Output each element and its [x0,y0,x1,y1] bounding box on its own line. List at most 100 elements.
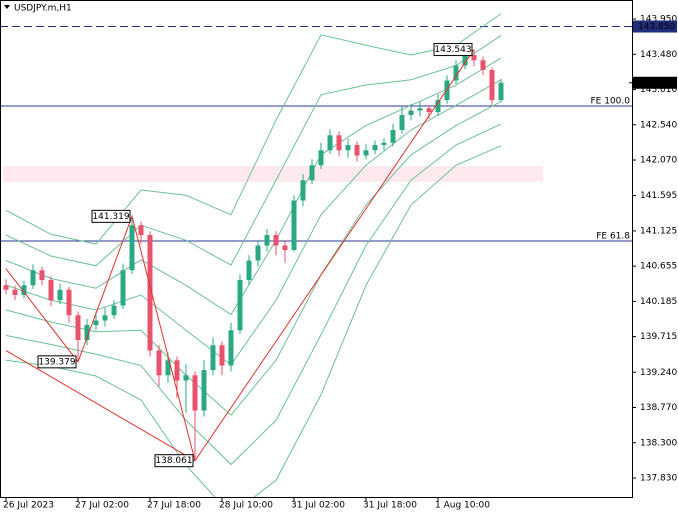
fibo-level-label: FE 100.0 [591,97,631,107]
candle-body [174,360,180,381]
candle-body [444,80,450,101]
candle-body [282,245,288,251]
candle-body [192,375,198,411]
candle-body [156,350,162,376]
candle-body [228,330,234,366]
y-tick-label: 138.300 [640,438,677,448]
candle-body [381,142,387,146]
y-tick-label: 140.185 [640,297,677,307]
candle-body [435,100,441,113]
candle-body [48,280,54,301]
candle-body [291,200,297,251]
candle-body [246,260,252,281]
candle-body [120,270,126,306]
bollinger-band [5,79,502,366]
candle-body [327,135,333,151]
candle-body [39,270,45,281]
candle-body [489,70,495,101]
bid-price-box [633,76,677,89]
plot-area: FE 100.0 FE 61.8 139.379 141.319 138.061 143.… [1,13,632,497]
axes: 137.830 138.300 138.770 139.240 139.715 140.1… [3,15,677,511]
y-tick-label: 137.830 [640,474,677,484]
candle-body [138,225,144,236]
candle-body [219,345,225,366]
candle-body [183,375,189,381]
y-tick-label: 138.770 [640,403,677,413]
bollinger-band [5,13,502,245]
candle-body [354,145,360,156]
candle-body [93,320,99,326]
candle-body [462,55,468,66]
x-tick-label: 28 Jul 10:00 [219,501,273,511]
bollinger-band [5,123,502,466]
candle-body [3,285,9,290]
x-tick-label: 31 Jul 18:00 [363,501,417,511]
candle-body [30,270,36,286]
pivot-label: 138.061 [155,456,192,466]
target-price-label: 143.850 [638,22,675,32]
pivot-label: 143.543 [434,45,471,55]
candle-body [57,289,63,301]
x-tick-label: 27 Jul 02:00 [75,501,129,511]
candle-body [102,315,108,321]
candle-body [426,108,432,113]
y-tick-label: 143.480 [640,50,677,60]
candle-body [300,180,306,201]
candle-body [210,345,216,371]
candle-body [417,108,423,111]
bid-price-label: 143.100 [638,78,675,88]
candle-body [255,245,261,261]
fibo-level-label: FE 61.8 [596,232,630,242]
y-tick-label: 143.950 [640,15,677,25]
pivot-annotation: 141.319 [91,209,131,223]
bollinger-band [5,35,502,267]
candle-body [498,82,504,101]
x-tick-label: 27 Jul 18:00 [147,501,201,511]
pivot-annotation: 139.379 [37,355,77,369]
candle-body [453,65,459,81]
candle-body [273,235,279,246]
candle-body [129,225,135,271]
y-tick-label: 142.070 [640,156,677,166]
candle-body [408,110,414,116]
candle-body [363,150,369,156]
candle-body [345,145,351,151]
candle-body [264,235,270,246]
candle-body [399,115,405,131]
candle-body [390,130,396,143]
candle-body [21,285,27,296]
candle-body [471,55,477,61]
plot-frame [0,0,633,498]
y-tick-label: 141.125 [640,226,677,236]
y-tick-label: 141.595 [640,191,677,201]
candle-body [480,60,486,71]
candle-body [237,280,243,331]
pivot-label: 139.379 [38,357,75,367]
candle-body [84,325,90,341]
candle-body [165,360,171,376]
candle-body [201,370,207,411]
candle-body [12,289,18,296]
pivot-label: 141.319 [92,212,129,222]
x-tick-label: 31 Jul 02:00 [291,501,345,511]
y-tick-label: 139.715 [640,332,677,342]
candle-body [111,305,117,316]
y-tick-label: 139.240 [640,368,677,378]
chart-title: USDJPY.m,H1 [14,4,72,14]
x-tick-label: 26 Jul 2023 [3,501,54,511]
pivot-annotation: 143.543 [433,43,473,57]
pivot-annotation: 138.061 [154,454,194,468]
target-price-box [633,20,677,33]
candle-body [66,289,72,316]
candle-body [147,235,153,351]
pivot-box [433,43,473,57]
candle-body [336,135,342,151]
candle-body [318,150,324,166]
y-tick-label: 142.540 [640,120,677,130]
zone [3,166,543,182]
zigzag-line [5,49,475,462]
y-tick-label: 143.010 [640,85,677,95]
candle-body [75,315,81,341]
